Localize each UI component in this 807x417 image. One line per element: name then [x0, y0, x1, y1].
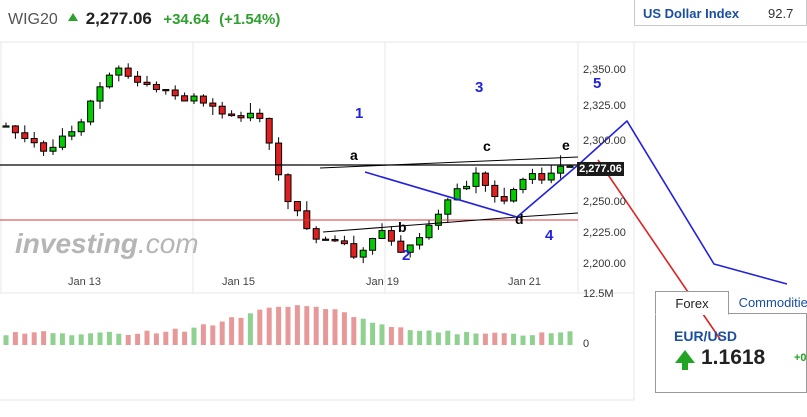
svg-text:e: e [562, 137, 570, 153]
svg-text:5: 5 [593, 75, 601, 92]
svg-text:c: c [483, 138, 491, 154]
svg-text:d: d [515, 211, 524, 227]
svg-text:3: 3 [475, 79, 483, 96]
svg-text:2: 2 [402, 247, 410, 264]
svg-text:1: 1 [355, 105, 363, 122]
svg-text:b: b [398, 219, 407, 235]
svg-text:a: a [350, 147, 358, 163]
svg-text:4: 4 [545, 227, 554, 244]
